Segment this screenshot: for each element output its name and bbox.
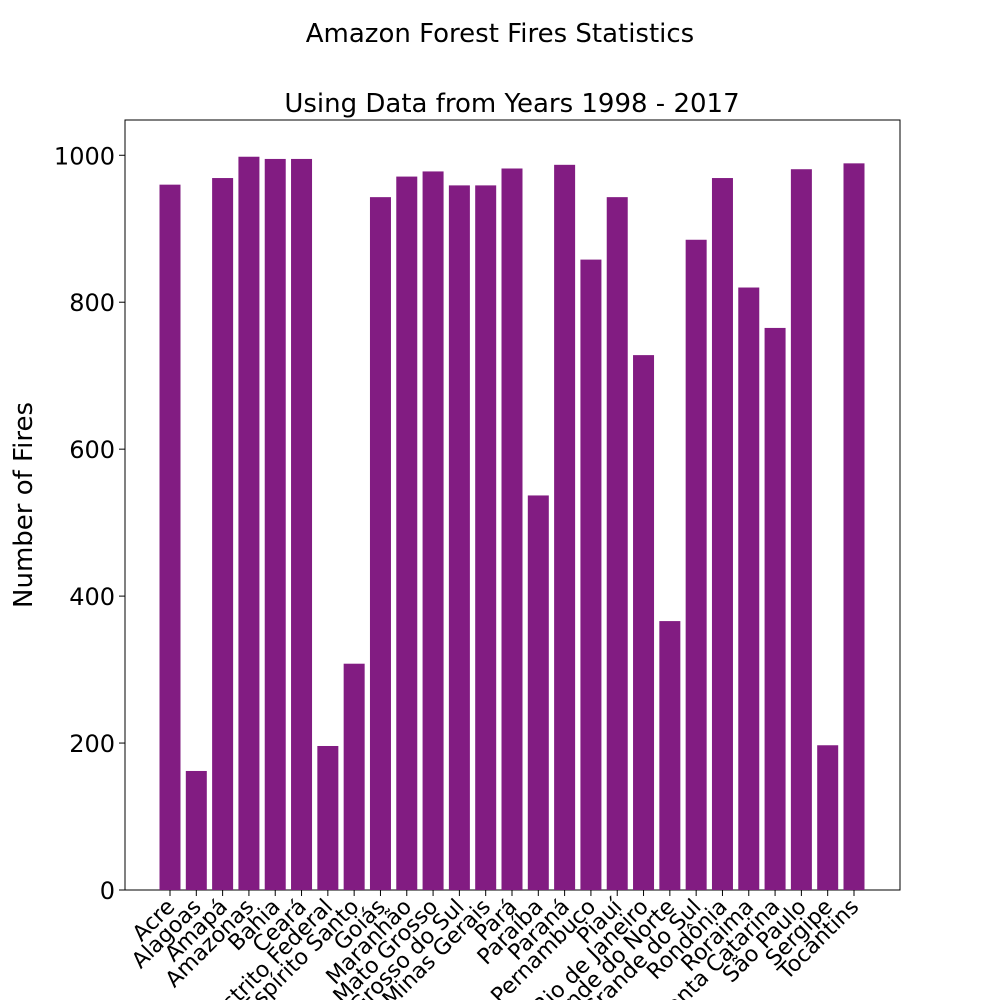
bar	[659, 621, 681, 890]
bar	[422, 171, 444, 891]
bar	[291, 158, 313, 890]
bar	[554, 164, 576, 890]
bar	[527, 495, 549, 890]
y-tick-label: 800	[69, 289, 115, 317]
y-axis-label: Number of Fires	[9, 402, 39, 608]
bar	[633, 355, 655, 890]
bar	[764, 327, 786, 890]
bar	[606, 197, 628, 890]
bar	[580, 259, 602, 890]
y-tick-label: 600	[69, 436, 115, 464]
bar	[448, 185, 470, 890]
bar	[343, 663, 365, 890]
bar	[711, 178, 733, 891]
bar	[738, 287, 760, 891]
bar	[790, 169, 812, 890]
bar	[843, 163, 865, 890]
bar	[369, 197, 391, 890]
bar	[501, 168, 523, 890]
bar	[264, 158, 286, 890]
bar	[685, 239, 707, 890]
chart-subtitle: Using Data from Years 1998 - 2017	[284, 89, 739, 119]
bar	[159, 184, 181, 890]
bar	[185, 770, 207, 890]
chart-title: Amazon Forest Fires Statistics	[306, 19, 694, 49]
y-tick-label: 0	[100, 877, 115, 905]
y-tick-label: 1000	[54, 142, 115, 170]
bar	[212, 178, 234, 891]
bar	[396, 176, 418, 890]
bar	[317, 745, 339, 890]
y-tick-label: 200	[69, 730, 115, 758]
bar	[475, 185, 497, 890]
bar	[238, 156, 260, 891]
bar	[817, 745, 839, 890]
y-tick-label: 400	[69, 583, 115, 611]
